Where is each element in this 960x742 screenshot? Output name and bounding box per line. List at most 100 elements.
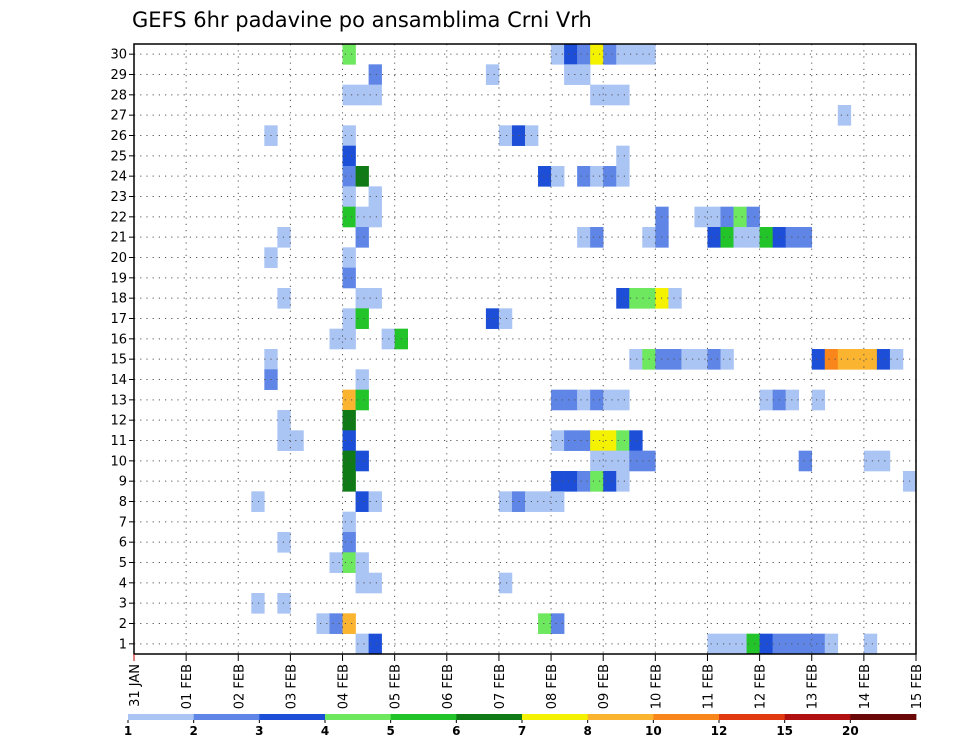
heatmap-cell: [694, 206, 708, 228]
heatmap-cell: [355, 369, 369, 390]
heatmap-cell: [368, 491, 382, 512]
heatmap-cell: [498, 308, 513, 329]
heatmap-cell: [577, 166, 591, 187]
heatmap-cell: [342, 532, 356, 553]
heatmap-cell: [277, 410, 291, 431]
heatmap-cell: [590, 389, 604, 411]
heatmap-cell: [733, 206, 747, 228]
heatmap-cell: [746, 206, 760, 228]
heatmap-cell: [590, 44, 604, 65]
heatmap-cell: [837, 349, 852, 370]
y-tick-label: 6: [119, 536, 127, 551]
y-tick-label: 27: [110, 109, 127, 124]
heatmap-cell: [590, 471, 604, 492]
heatmap-cell: [342, 206, 356, 228]
heatmap-cell: [616, 288, 630, 309]
heatmap-cell: [629, 430, 643, 451]
heatmap-cell: [616, 471, 630, 492]
heatmap-cell: [538, 166, 552, 187]
heatmap-cell: [707, 349, 721, 370]
heatmap-cell: [707, 206, 721, 228]
heatmap-cell: [564, 430, 578, 451]
heatmap-cell: [590, 450, 604, 472]
colorbar-label: 1: [124, 724, 132, 738]
colorbar-label: 10: [645, 724, 662, 738]
colorbar-label: 2: [189, 724, 197, 738]
heatmap-cell: [551, 613, 565, 634]
heatmap-cell: [485, 64, 500, 85]
heatmap-cell: [564, 64, 578, 85]
chart-title: GEFS 6hr padavine po ansamblima Crni Vrh: [132, 8, 592, 32]
heatmap-cell: [629, 450, 643, 472]
x-tick-label: 09 FEB: [597, 664, 612, 709]
heatmap-cell: [368, 633, 382, 655]
heatmap-cell: [616, 389, 630, 411]
x-tick-label: 13 FEB: [806, 664, 821, 709]
heatmap-cell: [759, 389, 773, 411]
y-tick-label: 18: [110, 292, 127, 307]
y-tick-label: 5: [119, 556, 127, 571]
y-tick-label: 10: [110, 454, 127, 469]
heatmap-cell: [551, 166, 565, 187]
colorbar-label: 12: [711, 724, 728, 738]
y-tick-label: 23: [110, 190, 127, 205]
heatmap-cell: [590, 430, 604, 451]
heatmap-cell: [342, 267, 356, 289]
heatmap-cell: [342, 613, 356, 634]
heatmap-cell: [707, 227, 721, 248]
heatmap-cell: [694, 349, 708, 370]
heatmap-cell: [342, 308, 356, 329]
y-tick-label: 2: [119, 617, 127, 632]
x-tick-label: 07 FEB: [493, 664, 508, 709]
heatmap-cell: [603, 471, 617, 492]
heatmap-cell: [342, 430, 356, 451]
heatmap-cell: [577, 44, 591, 65]
heatmap-cell: [798, 633, 813, 655]
heatmap-cell: [629, 44, 643, 65]
heatmap-cell: [759, 633, 773, 655]
x-tick-label: 01 FEB: [180, 664, 195, 709]
y-tick-label: 9: [119, 475, 127, 490]
heatmap-cell: [564, 44, 578, 65]
x-axis: 31 JAN 01 FEB 02 FEB 03 FEB 04 FEB 05 FEB 06 F…: [128, 654, 925, 709]
colorbar-label: 6: [452, 724, 460, 738]
heatmap-cell: [342, 389, 356, 411]
heatmap-cell: [876, 349, 891, 370]
colorbar-swatch: [719, 714, 786, 720]
heatmap-cell: [538, 491, 552, 512]
y-tick-label: 22: [110, 210, 127, 225]
heatmap-cell: [342, 328, 356, 350]
heatmap-cell: [342, 471, 356, 492]
y-tick-label: 26: [110, 129, 127, 144]
heatmap-cell: [538, 613, 552, 634]
heatmap-cell: [498, 572, 513, 594]
heatmap-cell: [733, 227, 747, 248]
x-tick-label: 06 FEB: [441, 664, 456, 709]
heatmap-cell: [850, 349, 865, 370]
heatmap-cell: [355, 491, 369, 512]
heatmap-cell: [616, 44, 630, 65]
colorbar-label: 7: [518, 724, 526, 738]
heatmap-cell: [577, 64, 591, 85]
y-tick-label: 17: [110, 312, 127, 327]
x-tick-label: 15 FEB: [910, 664, 925, 709]
heatmap-cell: [329, 552, 343, 573]
x-tick-label: 10 FEB: [649, 664, 664, 709]
x-tick-label: 04 FEB: [337, 664, 352, 709]
y-tick-label: 8: [119, 495, 127, 510]
x-tick-label: 14 FEB: [858, 664, 873, 709]
plot-frame: [133, 43, 917, 655]
colorbar-swatch: [325, 714, 392, 720]
heatmap-cell: [590, 84, 604, 106]
heatmap-cell: [577, 471, 591, 492]
heatmap-cell: [603, 430, 617, 451]
colorbar: 1 2 3 4 5 6 7 8 10 12 15 20: [124, 714, 917, 738]
heatmap-cell: [368, 572, 382, 594]
heatmap-cell: [498, 125, 513, 146]
heatmap-cell: [798, 450, 813, 472]
x-tick-label: 12 FEB: [754, 664, 769, 709]
heatmap-cell: [668, 349, 682, 370]
heatmap-cell: [316, 613, 330, 634]
heatmap-cells: [251, 44, 917, 655]
